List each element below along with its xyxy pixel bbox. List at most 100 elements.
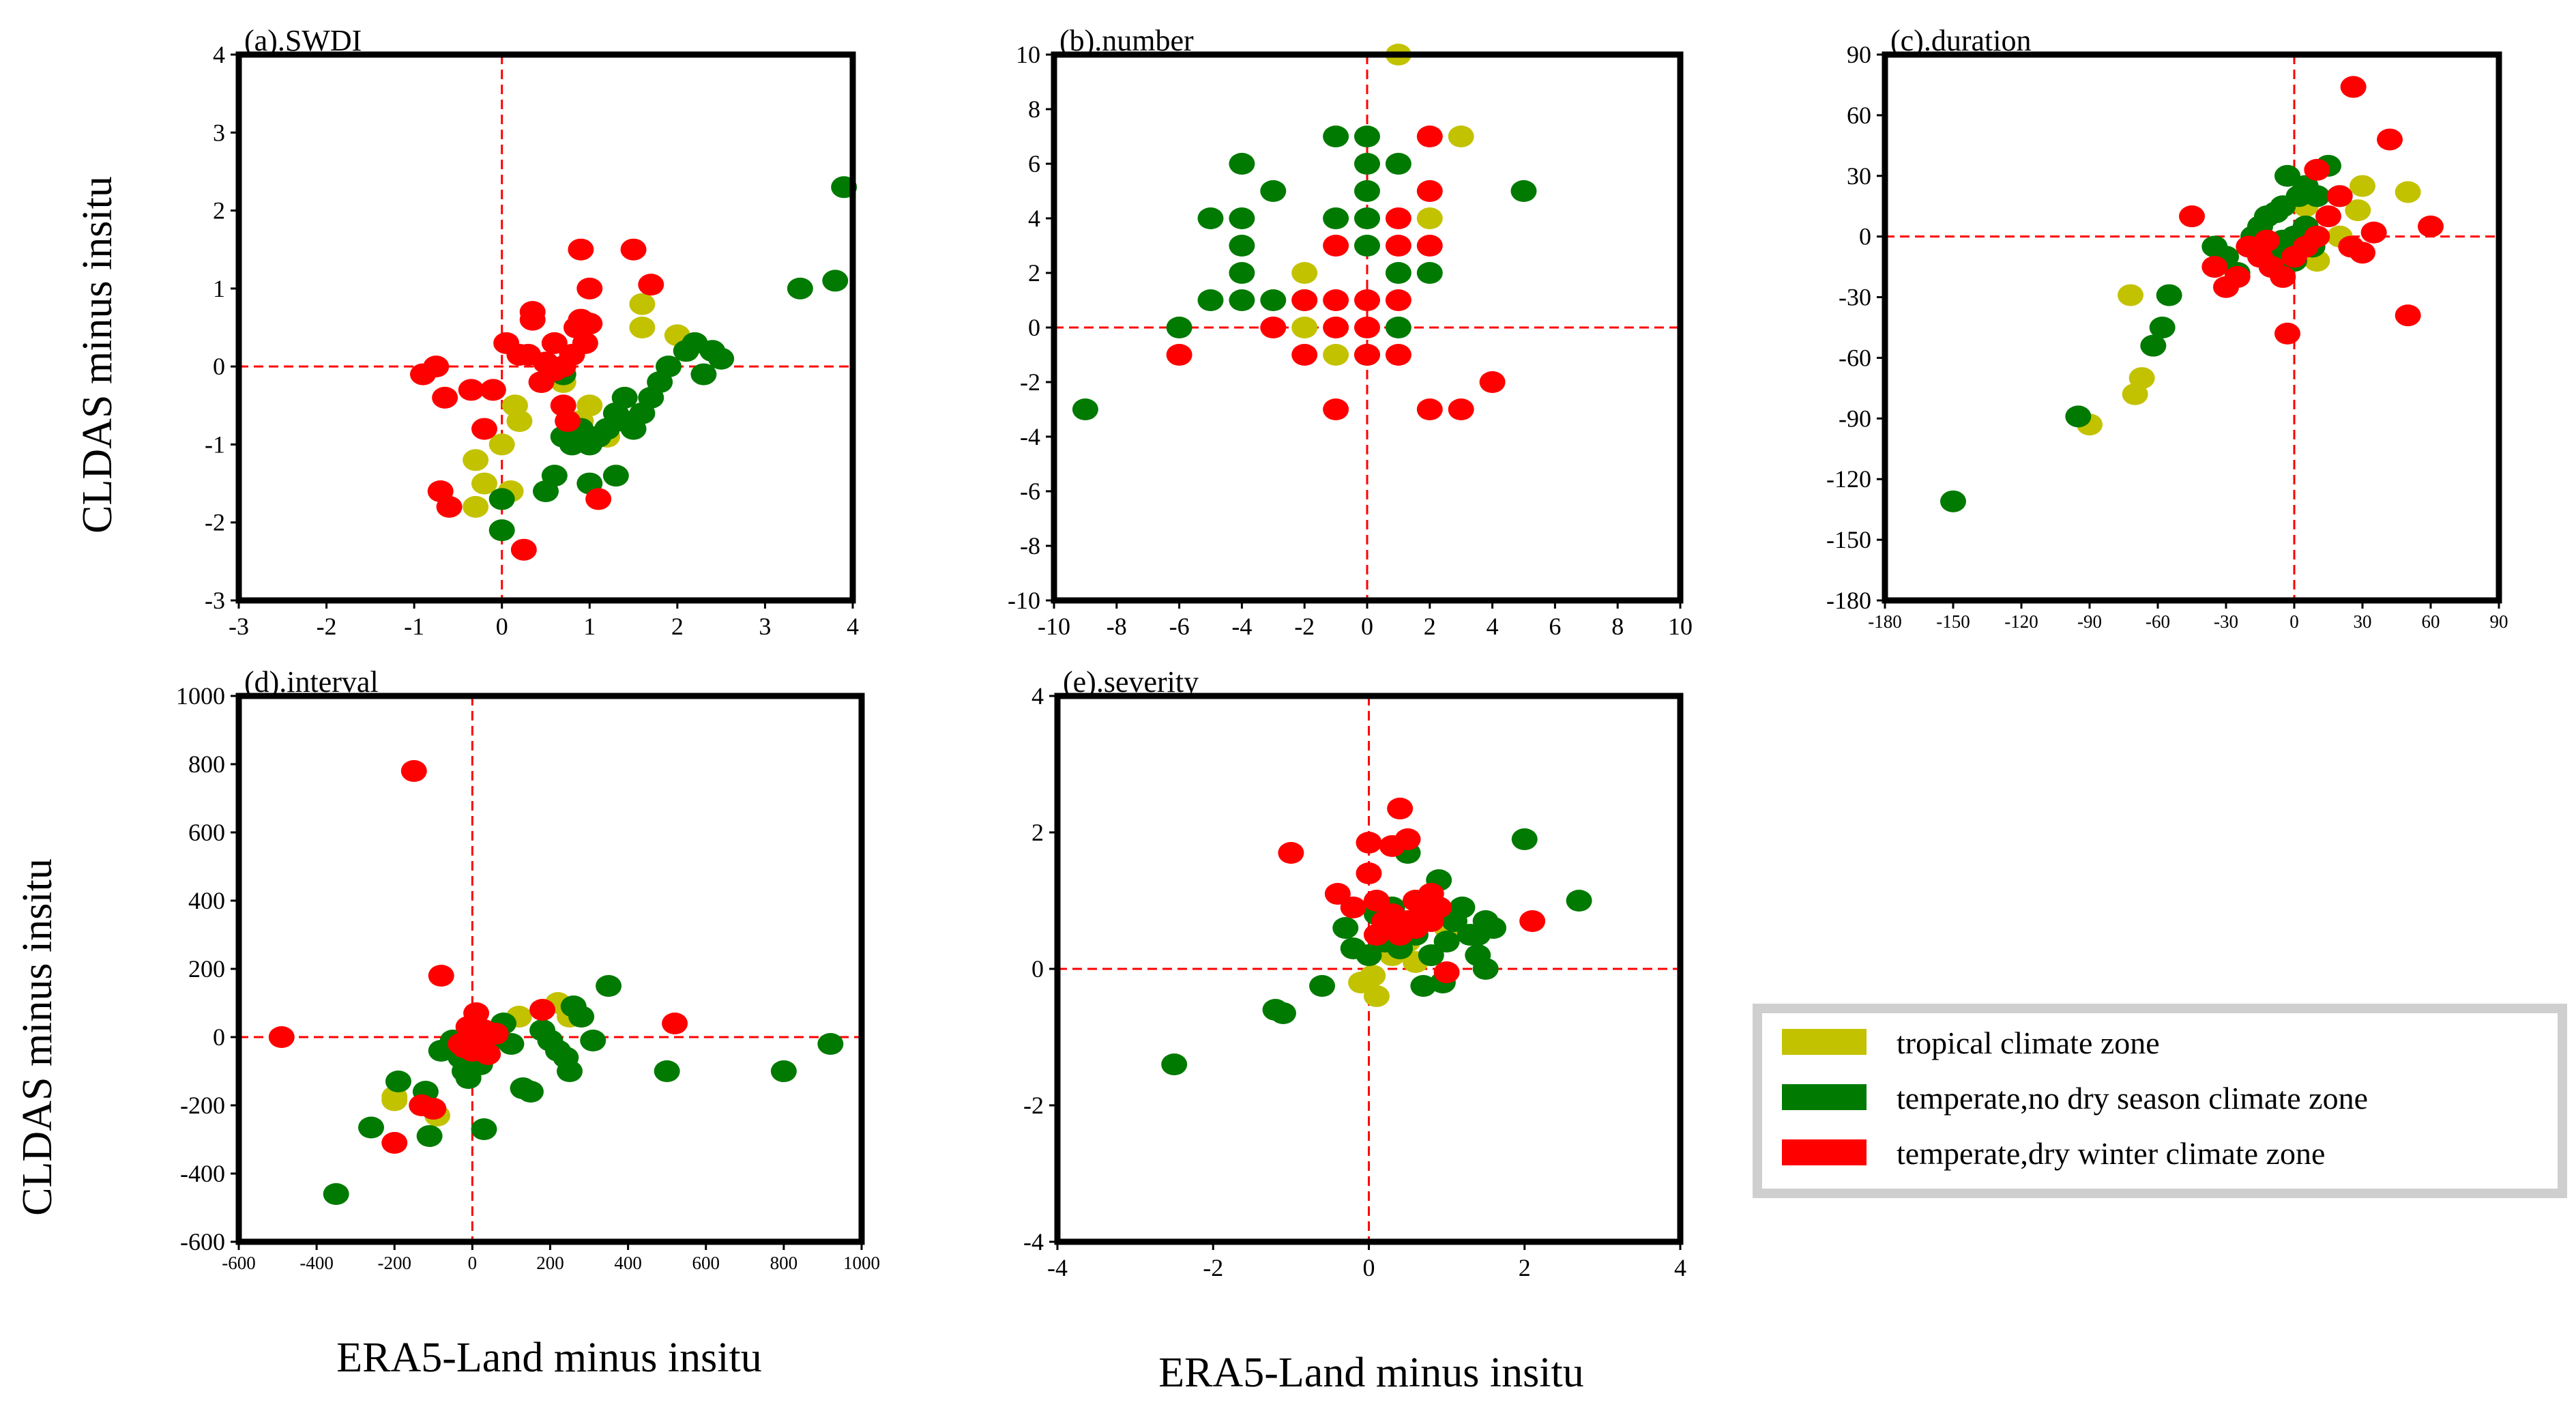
x-tick-label: 8 bbox=[1611, 613, 1624, 640]
point-temperate-dry-winter bbox=[1385, 207, 1411, 229]
point-temperate-no-dry bbox=[817, 1033, 844, 1055]
point-tropical bbox=[1363, 985, 1390, 1007]
point-temperate-dry-winter bbox=[541, 359, 568, 381]
x-tick-label: -2 bbox=[1294, 613, 1315, 640]
y-axis-label-bottom: CLDAS minus insitu bbox=[14, 858, 61, 1216]
point-temperate-dry-winter bbox=[1387, 798, 1414, 819]
point-temperate-dry-winter bbox=[510, 538, 537, 561]
point-temperate-dry-winter bbox=[1448, 398, 1474, 420]
x-tick-label: -10 bbox=[1038, 613, 1070, 640]
x-tick-label: 6 bbox=[1549, 613, 1561, 640]
x-tick-label: 0 bbox=[1363, 1254, 1375, 1281]
point-temperate-no-dry bbox=[1323, 207, 1349, 229]
point-temperate-dry-winter bbox=[1323, 398, 1349, 420]
x-tick-label: -4 bbox=[1231, 613, 1252, 640]
point-temperate-no-dry bbox=[1418, 944, 1444, 966]
point-temperate-dry-winter bbox=[432, 386, 458, 409]
x-tick-label: 90 bbox=[2490, 611, 2508, 632]
point-tropical bbox=[2350, 175, 2375, 197]
point-temperate-dry-winter bbox=[1479, 371, 1506, 393]
point-temperate-dry-winter bbox=[1385, 289, 1411, 311]
y-tick-label: -4 bbox=[1020, 423, 1040, 450]
plot-frame bbox=[1882, 51, 2502, 604]
x-tick-label: 30 bbox=[2354, 611, 2372, 632]
point-temperate-no-dry bbox=[557, 1060, 583, 1082]
point-temperate-dry-winter bbox=[1433, 961, 1460, 983]
point-temperate-dry-winter bbox=[1354, 317, 1380, 338]
x-tick-label: 2 bbox=[1424, 613, 1436, 640]
point-temperate-dry-winter bbox=[2418, 215, 2444, 237]
y-tick-label: 600 bbox=[188, 819, 225, 846]
point-temperate-dry-winter bbox=[620, 238, 647, 261]
point-temperate-dry-winter bbox=[585, 488, 612, 510]
point-temperate-no-dry bbox=[1197, 289, 1224, 311]
legend-label-tropical: tropical climate zone bbox=[1897, 1025, 2160, 1060]
point-temperate-no-dry bbox=[358, 1116, 385, 1139]
point-temperate-no-dry bbox=[611, 386, 638, 409]
point-temperate-dry-winter bbox=[2179, 205, 2205, 228]
point-temperate-no-dry bbox=[1385, 262, 1411, 284]
point-temperate-no-dry bbox=[602, 465, 629, 487]
point-temperate-dry-winter bbox=[2360, 221, 2387, 244]
y-tick-label: 3 bbox=[213, 119, 225, 146]
y-tick-label: 1000 bbox=[176, 682, 225, 710]
point-temperate-dry-winter bbox=[2201, 256, 2228, 278]
point-temperate-dry-winter bbox=[2304, 158, 2330, 181]
point-temperate-no-dry bbox=[1449, 897, 1476, 918]
point-temperate-no-dry bbox=[1385, 317, 1411, 338]
point-temperate-no-dry bbox=[1260, 289, 1287, 311]
point-tropical bbox=[2128, 367, 2155, 390]
point-temperate-no-dry bbox=[488, 488, 515, 510]
point-tropical bbox=[2118, 284, 2143, 306]
point-tropical bbox=[629, 317, 656, 338]
point-temperate-no-dry bbox=[2304, 185, 2330, 207]
point-temperate-dry-winter bbox=[2270, 265, 2296, 288]
point-temperate-no-dry bbox=[1410, 975, 1437, 997]
legend-label-temperate-dry-winter: temperate,dry winter climate zone bbox=[1897, 1136, 2325, 1171]
point-temperate-dry-winter bbox=[1416, 398, 1443, 420]
point-tropical bbox=[1360, 965, 1386, 987]
point-temperate-dry-winter bbox=[2315, 205, 2341, 228]
y-tick-label: -2 bbox=[1020, 368, 1040, 396]
point-temperate-no-dry bbox=[488, 519, 515, 542]
point-temperate-no-dry bbox=[596, 975, 622, 997]
point-temperate-dry-winter bbox=[2274, 322, 2300, 345]
panel-c: (c).duration-180 -150 -120 -90 -60 -30 0 30 60 90… bbox=[1826, 24, 2508, 632]
x-tick-label: -4 bbox=[1047, 1254, 1068, 1281]
y-tick-label: -2 bbox=[205, 509, 225, 536]
y-tick-label: -4 bbox=[1023, 1228, 1044, 1255]
x-tick-label: -1 bbox=[404, 613, 424, 640]
point-temperate-no-dry bbox=[1511, 828, 1538, 850]
x-tick-label: -150 bbox=[1936, 611, 1970, 632]
x-tick-label: -3 bbox=[229, 613, 249, 640]
point-temperate-dry-winter bbox=[1324, 883, 1351, 905]
point-temperate-no-dry bbox=[1323, 126, 1349, 147]
x-tick-label: 200 bbox=[536, 1253, 564, 1273]
point-temperate-no-dry bbox=[533, 480, 559, 502]
point-temperate-dry-winter bbox=[1519, 910, 1546, 932]
x-tick-label: 4 bbox=[847, 613, 859, 640]
y-tick-label: 4 bbox=[213, 41, 225, 68]
y-tick-label: 1 bbox=[213, 275, 225, 302]
y-tick-label: -90 bbox=[1839, 405, 1871, 432]
y-tick-label: -8 bbox=[1020, 532, 1040, 559]
x-tick-label: -2 bbox=[317, 613, 337, 640]
point-tropical bbox=[1291, 262, 1318, 284]
point-temperate-no-dry bbox=[416, 1125, 443, 1147]
y-tick-label: -6 bbox=[1020, 478, 1040, 505]
point-tropical bbox=[629, 293, 656, 315]
point-temperate-dry-winter bbox=[555, 410, 581, 433]
point-temperate-no-dry bbox=[2149, 317, 2176, 338]
point-temperate-no-dry bbox=[1354, 235, 1380, 257]
point-temperate-dry-winter bbox=[436, 495, 463, 518]
point-temperate-dry-winter bbox=[576, 277, 603, 300]
point-temperate-no-dry bbox=[2065, 405, 2092, 428]
point-temperate-dry-winter bbox=[475, 1043, 501, 1065]
point-temperate-dry-winter bbox=[572, 332, 598, 354]
y-axis-label-top: CLDAS minus insitu bbox=[74, 176, 121, 534]
panel-d: (d).interval-600 -400 -200 0 200 400 600 800 100… bbox=[176, 665, 880, 1273]
